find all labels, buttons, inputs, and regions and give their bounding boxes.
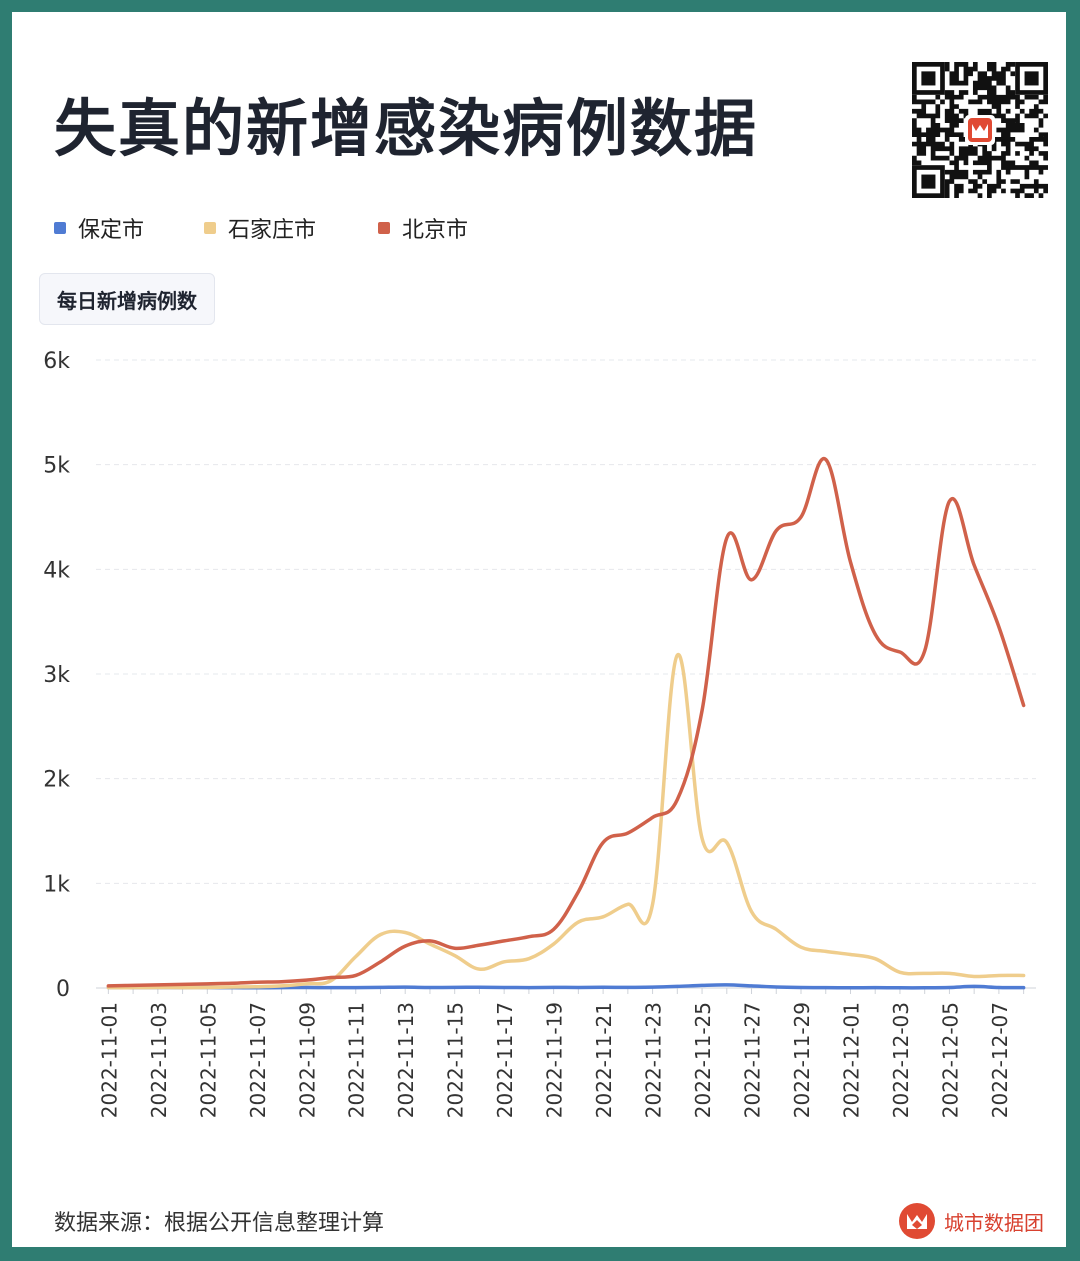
legend-item-beijing[interactable]: 北京市 xyxy=(378,212,468,244)
data-source-note: 数据来源：根据公开信息整理计算 xyxy=(54,1211,385,1236)
legend-label: 北京市 xyxy=(402,218,469,243)
chart-card: 失真的新增感染病例数据 保定市 石家庄市 北京市 每日新增病例数 0 1k 2k 3k… xyxy=(12,12,1066,1247)
x-tick-label: 2022-11-21 xyxy=(592,1002,616,1118)
x-tick-label: 2022-11-11 xyxy=(345,1002,369,1118)
x-tick-label: 2022-12-07 xyxy=(988,1002,1012,1118)
x-tick-label: 2022-11-01 xyxy=(97,1002,121,1118)
city-data-group-logo-icon xyxy=(899,1203,935,1239)
y-tick-label: 2k xyxy=(43,768,70,793)
x-tick-label: 2022-12-05 xyxy=(938,1002,962,1118)
x-tick-label: 2022-11-29 xyxy=(790,1002,814,1118)
legend-label: 保定市 xyxy=(78,218,145,243)
series-line-shijiazhuang[interactable] xyxy=(106,653,1026,990)
x-tick-label: 2022-11-15 xyxy=(444,1002,468,1118)
x-tick-label: 2022-11-23 xyxy=(642,1002,666,1118)
x-tick-label: 2022-11-17 xyxy=(493,1002,517,1118)
y-tick-label: 4k xyxy=(43,558,70,583)
legend-swatch xyxy=(378,222,390,234)
y-tick-label: 3k xyxy=(43,663,70,688)
qr-code-icon xyxy=(912,62,1048,198)
legend-label: 石家庄市 xyxy=(228,218,317,243)
y-tick-label: 5k xyxy=(43,454,70,479)
chart-title: 失真的新增感染病例数据 xyxy=(54,92,759,165)
x-tick-label: 2022-11-25 xyxy=(691,1002,715,1118)
brand-name: 城市数据团 xyxy=(944,1210,1044,1235)
x-tick-label: 2022-11-19 xyxy=(543,1002,567,1118)
x-tick-label: 2022-11-07 xyxy=(246,1002,270,1118)
x-tick-label: 2022-11-05 xyxy=(196,1002,220,1118)
x-tick-label: 2022-12-03 xyxy=(889,1002,913,1118)
legend-item-shijiazhuang[interactable]: 石家庄市 xyxy=(204,212,316,244)
x-tick-label: 2022-11-03 xyxy=(147,1002,171,1118)
legend-swatch xyxy=(204,222,216,234)
y-tick-label: 1k xyxy=(43,872,70,897)
x-tick-label: 2022-12-01 xyxy=(839,1002,863,1118)
y-tick-label: 0 xyxy=(56,977,70,1002)
legend-swatch xyxy=(54,222,66,234)
line-chart: 0 1k 2k 3k 4k 5k 6k 2022-11-01 2022-11-03 2022-11… xyxy=(43,349,1036,1118)
x-tick-label: 2022-11-13 xyxy=(394,1002,418,1118)
x-tick-label: 2022-11-27 xyxy=(741,1002,765,1118)
series-line-beijing[interactable] xyxy=(106,457,1026,988)
legend-item-baoding[interactable]: 保定市 xyxy=(54,212,144,244)
brand: 城市数据团 xyxy=(898,1202,1044,1240)
y-tick-label: 6k xyxy=(43,349,70,374)
x-tick-label: 2022-11-09 xyxy=(295,1002,319,1118)
y-axis-unit-label: 每日新增病例数 xyxy=(39,273,215,325)
